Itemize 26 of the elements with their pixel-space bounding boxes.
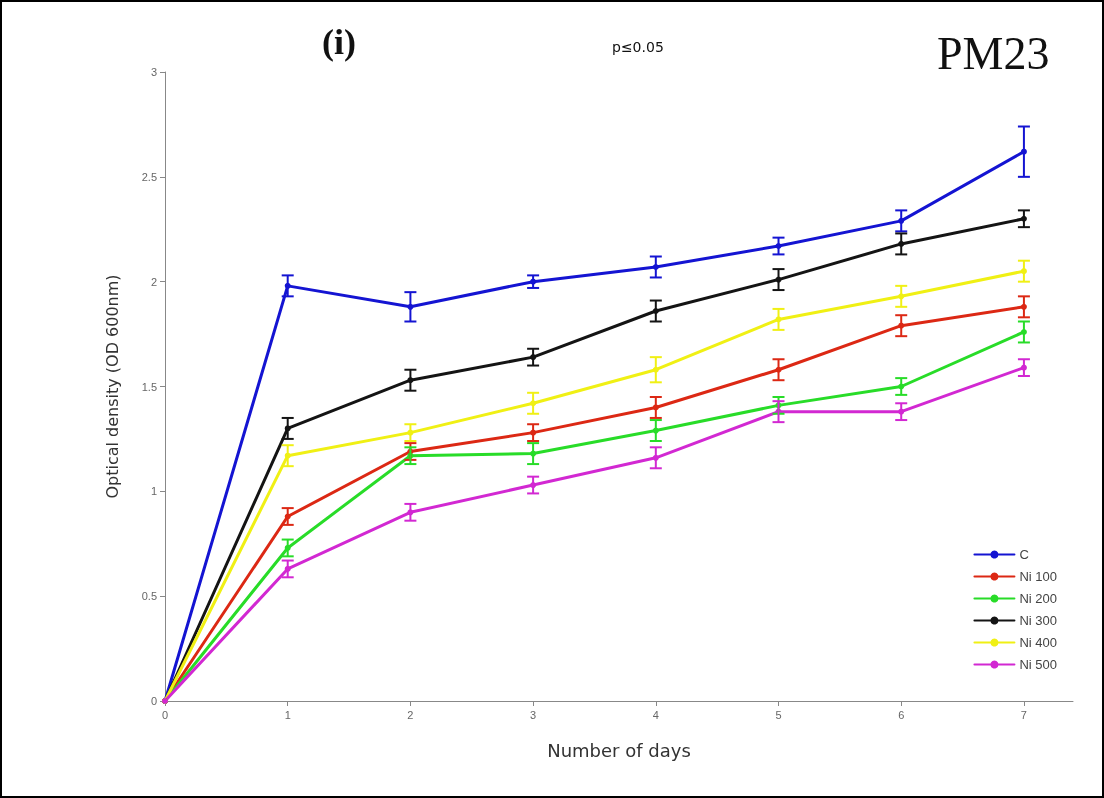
x-tick-label: 3 <box>530 708 537 721</box>
legend-label: C <box>1019 547 1029 562</box>
text: p≤0.05 <box>612 39 664 55</box>
x-tick-label: 2 <box>407 708 414 721</box>
y-axis-title: Optical density (OD 600nm) <box>102 274 122 499</box>
legend-label: Ni 400 <box>1019 635 1057 650</box>
legend-label: Ni 100 <box>1019 569 1057 584</box>
y-tick-label: 0.5 <box>141 590 157 603</box>
legend-label: Ni 300 <box>1019 613 1057 628</box>
y-tick-label: 2.5 <box>141 170 157 183</box>
annotation: PM23 <box>937 27 1050 79</box>
y-tick-label: 1.5 <box>141 380 157 393</box>
legend-label: Ni 500 <box>1019 657 1057 672</box>
x-tick-label: 4 <box>652 708 659 721</box>
x-tick-label: 1 <box>284 708 291 721</box>
x-tick-label: 7 <box>1020 708 1027 721</box>
x-tick-label: 5 <box>775 708 782 721</box>
text: (i) <box>322 22 356 62</box>
legend-label: Ni 200 <box>1019 591 1057 606</box>
y-tick-label: 0 <box>150 695 157 707</box>
y-tick-label: 2 <box>150 275 157 288</box>
y-tick-label: 3 <box>150 66 157 78</box>
y-tick-label: 1 <box>150 485 157 498</box>
x-tick-label: 0 <box>161 708 169 721</box>
x-tick-label: 6 <box>898 708 905 721</box>
x-axis-title: Number of days <box>547 739 691 761</box>
